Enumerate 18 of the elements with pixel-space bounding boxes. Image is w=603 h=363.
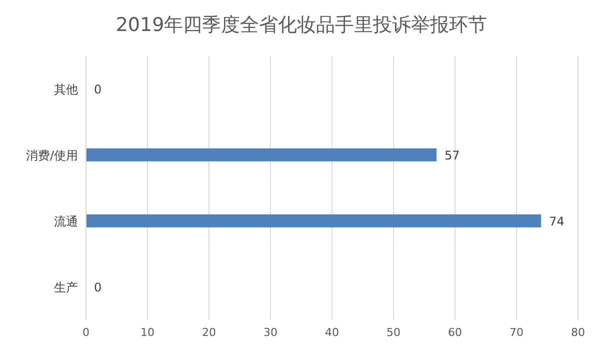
x-tick-label: 0	[82, 326, 90, 339]
x-tick-label: 30	[264, 326, 278, 339]
x-tick-label: 10	[140, 326, 154, 339]
x-tick-label: 80	[571, 326, 585, 339]
x-tick-label: 40	[325, 326, 339, 339]
data-label: 0	[94, 280, 102, 294]
y-tick-label: 流通	[54, 214, 78, 228]
x-tick-label: 50	[386, 326, 400, 339]
x-tick-label: 70	[510, 326, 524, 339]
data-label: 57	[444, 148, 460, 162]
y-tick-label: 其他	[54, 82, 78, 96]
y-tick-label: 消费/使用	[26, 148, 78, 162]
data-label: 74	[549, 214, 564, 228]
data-label: 0	[94, 82, 102, 96]
x-tick-label: 20	[202, 326, 216, 339]
x-tick-label: 60	[448, 326, 462, 339]
chart-title: 2019年四季度全省化妆品手里投诉举报环节	[114, 13, 488, 38]
y-tick-label: 生产	[54, 280, 78, 294]
